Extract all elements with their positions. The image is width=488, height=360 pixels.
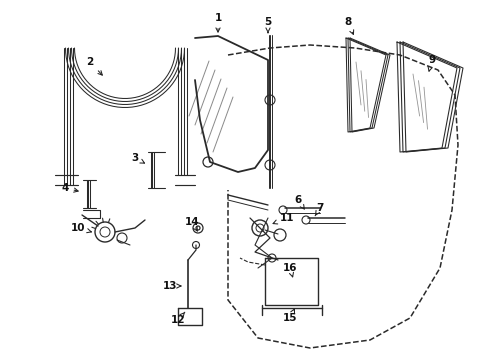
Text: 15: 15 bbox=[282, 309, 297, 323]
Text: 1: 1 bbox=[214, 13, 221, 32]
Circle shape bbox=[196, 226, 200, 230]
Text: 13: 13 bbox=[163, 281, 181, 291]
Text: 12: 12 bbox=[170, 312, 185, 325]
Text: 9: 9 bbox=[427, 55, 435, 71]
Text: 14: 14 bbox=[184, 217, 199, 231]
Text: 10: 10 bbox=[71, 223, 91, 233]
Text: 11: 11 bbox=[272, 213, 294, 224]
Text: 6: 6 bbox=[294, 195, 304, 209]
Text: 4: 4 bbox=[61, 183, 78, 193]
Text: 8: 8 bbox=[344, 17, 353, 35]
Text: 3: 3 bbox=[131, 153, 144, 163]
Text: 5: 5 bbox=[264, 17, 271, 33]
Text: 2: 2 bbox=[86, 57, 102, 75]
Text: 16: 16 bbox=[282, 263, 297, 277]
Text: 7: 7 bbox=[314, 203, 323, 216]
